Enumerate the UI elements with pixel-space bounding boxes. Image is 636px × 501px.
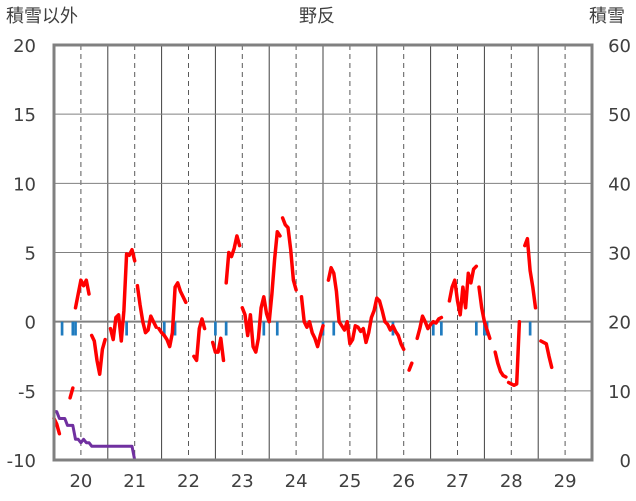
left-tick-label: -5: [18, 382, 36, 403]
temperature-line: [477, 285, 492, 341]
precip-bar: [71, 321, 75, 336]
precip-bar: [440, 321, 443, 336]
temperature-line: [89, 333, 107, 376]
x-tick-label: 20: [69, 471, 92, 492]
precip-bar: [74, 321, 77, 336]
x-tick-label: 24: [285, 471, 308, 492]
precip-bar: [483, 321, 486, 336]
x-tick-label: 21: [123, 471, 146, 492]
gridlines: [54, 44, 592, 461]
precip-bar: [214, 321, 217, 336]
temperature-line: [73, 278, 91, 310]
precip-bar: [60, 321, 64, 336]
temperature-line: [210, 336, 226, 363]
right-axis-label: 積雪: [589, 6, 625, 27]
x-tick-label: 26: [392, 471, 415, 492]
left-tick-label: 10: [13, 174, 36, 195]
temperature-line: [224, 234, 242, 285]
temperature-line: [240, 229, 282, 354]
precip-bar: [125, 321, 128, 336]
left-axis-label: 積雪以外: [6, 6, 78, 27]
left-tick-label: 0: [25, 313, 36, 334]
series-lines: [52, 216, 556, 462]
right-tick-label: 10: [608, 382, 631, 403]
precip-bar: [332, 321, 336, 336]
x-tick-label: 29: [554, 471, 577, 492]
right-tick-label: 20: [608, 313, 631, 334]
right-tick-label: 60: [608, 36, 631, 57]
temperature-line: [299, 295, 325, 349]
x-tick-label: 25: [338, 471, 361, 492]
temperature-line: [539, 339, 554, 370]
temperature-line: [493, 350, 508, 379]
temperature-line: [447, 264, 479, 317]
left-tick-label: -10: [7, 451, 36, 472]
temperature-line: [157, 281, 188, 349]
x-tick-label: 22: [177, 471, 200, 492]
temperature-line: [192, 317, 207, 363]
precip-bar: [224, 321, 228, 336]
temperature-line: [407, 361, 414, 372]
temperature-line: [280, 216, 298, 292]
right-tick-label: 30: [608, 244, 631, 265]
right-tick-label: 0: [620, 451, 631, 472]
temperature-line: [68, 386, 75, 400]
left-tick-label: 15: [13, 105, 36, 126]
temperature-line: [506, 319, 522, 388]
snow-depth-line: [52, 410, 556, 462]
precip-bar: [528, 321, 532, 336]
temperature-line: [523, 236, 538, 310]
right-tick-label: 50: [608, 105, 631, 126]
chart-title: 野反: [299, 6, 335, 27]
x-tick-label: 27: [446, 471, 469, 492]
x-tick-label: 28: [500, 471, 523, 492]
temperature-line: [415, 314, 444, 341]
x-tick-label: 23: [231, 471, 254, 492]
precip-bar: [262, 321, 266, 336]
precip-bar: [162, 321, 166, 336]
precip-bar: [173, 321, 177, 336]
right-tick-label: 40: [608, 174, 631, 195]
temperature-line: [326, 265, 406, 352]
temperature-line: [135, 283, 158, 335]
precip-bar: [275, 321, 279, 336]
tick-labels: -10 -5 0 5 10 15 20 0 10 20 30 40 50 60 20 21 22 23 24 25 26…: [7, 36, 631, 492]
plot-frame: [52, 43, 594, 462]
left-tick-label: 5: [25, 244, 36, 265]
precip-bar: [431, 321, 435, 336]
precip-bar: [474, 321, 478, 336]
temperature-line: [108, 247, 137, 343]
left-tick-label: 20: [13, 36, 36, 57]
